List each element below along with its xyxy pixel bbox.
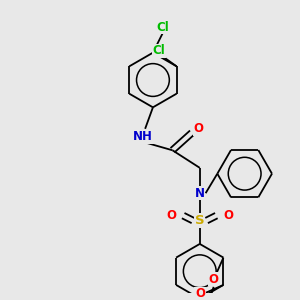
Text: O: O: [209, 273, 219, 286]
Text: Cl: Cl: [153, 44, 165, 57]
Text: NH: NH: [133, 130, 153, 143]
Text: O: O: [195, 287, 205, 300]
Text: O: O: [194, 122, 204, 135]
Text: O: O: [223, 209, 233, 222]
Text: Cl: Cl: [156, 21, 169, 34]
Text: N: N: [195, 187, 205, 200]
Text: O: O: [167, 209, 176, 222]
Text: S: S: [195, 214, 205, 227]
